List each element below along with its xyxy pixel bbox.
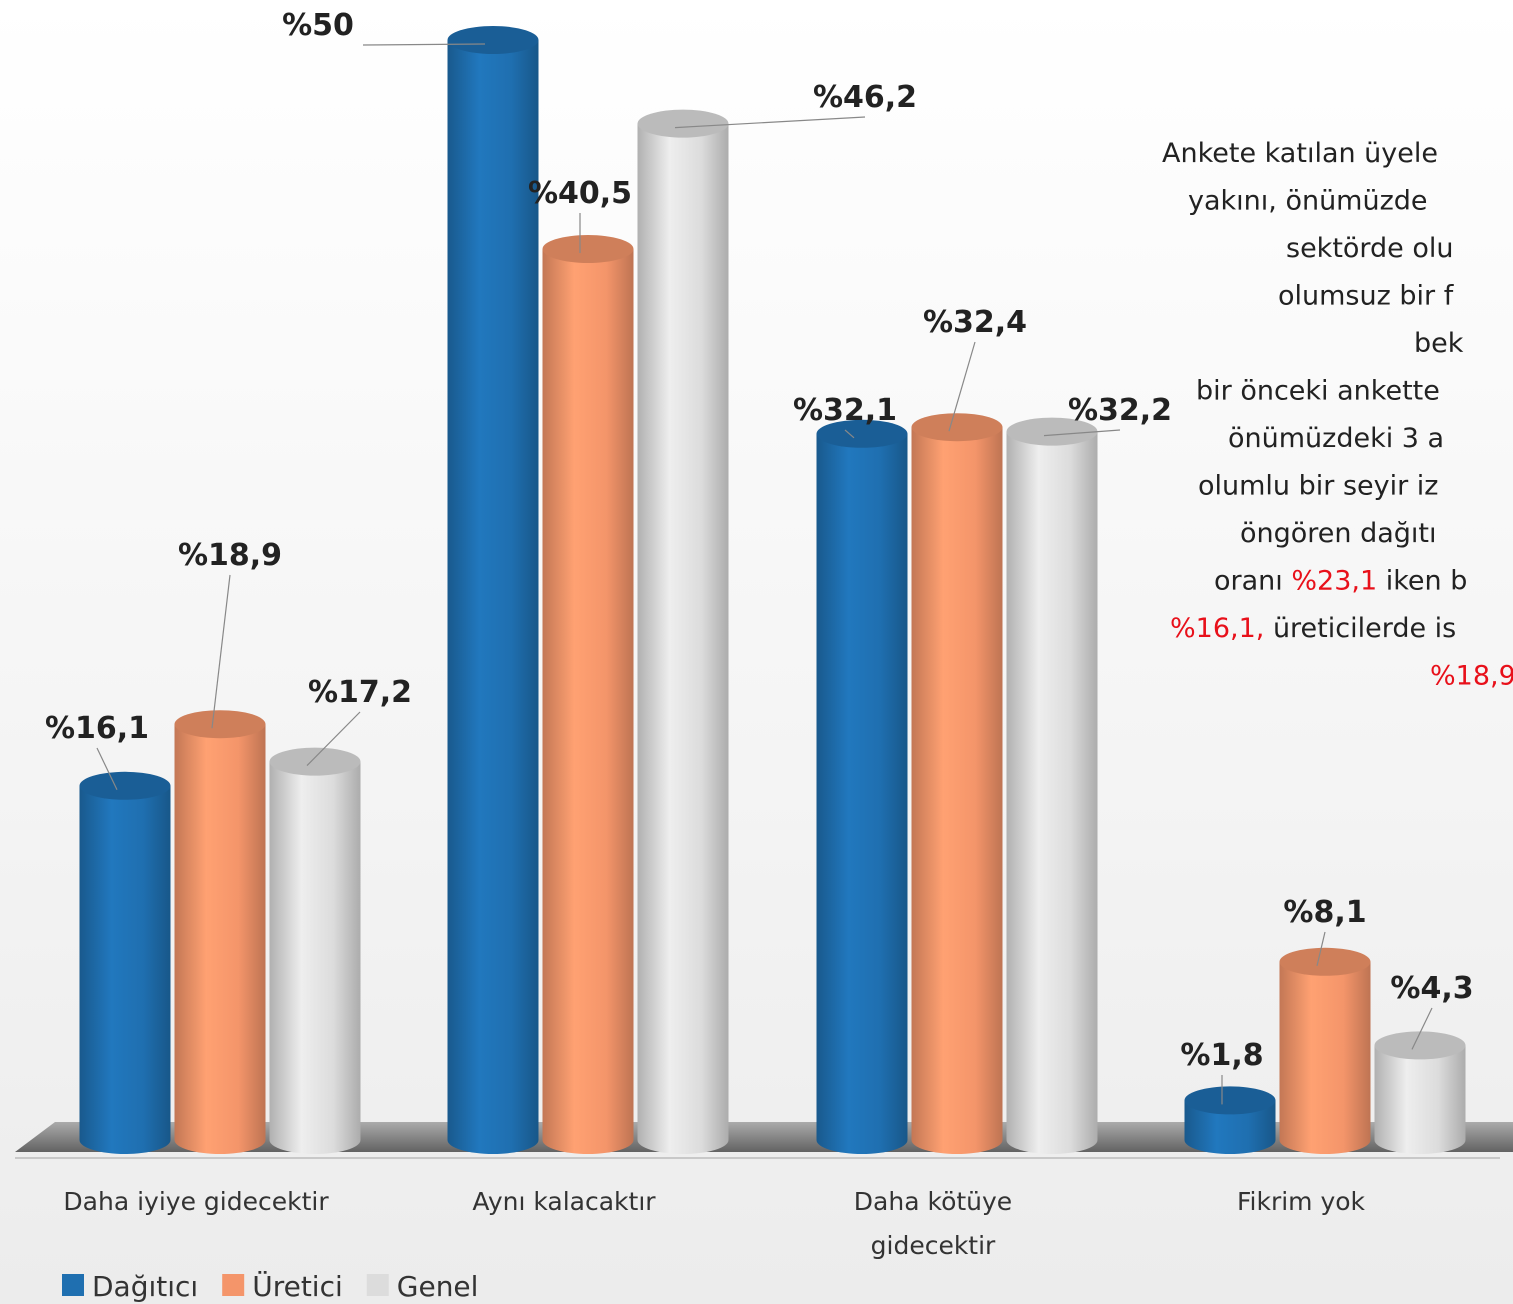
value-label: %32,2 (1068, 393, 1172, 428)
bar-top (79, 771, 171, 800)
x-tick-label: Fikrim yok (1236, 1187, 1366, 1216)
bar-body (1374, 1045, 1466, 1154)
bar-body (542, 249, 634, 1154)
annotation-text: oranı (1214, 566, 1291, 597)
value-label: %50 (282, 8, 354, 43)
value-label: %8,1 (1283, 895, 1366, 930)
leader-line (844, 429, 855, 439)
bar-top (1184, 1086, 1276, 1115)
bar-body (1006, 431, 1098, 1155)
annotation-text: Ankete katılan üyele (1162, 138, 1438, 169)
bar (1184, 1086, 1276, 1154)
annotation-line: oranı %23,1 iken b (1214, 566, 1467, 597)
legend-swatch (366, 1274, 389, 1296)
annotation-line: olumlu bir seyir iz (1198, 471, 1438, 502)
bar-top (1374, 1031, 1466, 1060)
bar-top (1006, 417, 1098, 446)
bar-top (637, 109, 729, 138)
bar (174, 710, 266, 1154)
bar-top (447, 26, 539, 54)
bar (269, 747, 361, 1154)
value-label: %32,4 (923, 305, 1027, 340)
annotation-text: üreticilerde is (1264, 613, 1456, 644)
annotation-text: önümüzdeki 3 a (1228, 423, 1444, 454)
bar-body (1184, 1100, 1276, 1154)
bar-top (816, 419, 908, 448)
value-label: %46,2 (813, 80, 917, 115)
annotation-text: olumlu bir seyir iz (1198, 471, 1438, 502)
annotation-text: iken b (1377, 566, 1467, 597)
bar-body (911, 427, 1003, 1154)
annotation-text: yakını, önümüzde (1188, 186, 1428, 217)
leader-line (948, 341, 976, 432)
value-label: %17,2 (308, 675, 412, 710)
leader-line (96, 747, 118, 791)
bar (637, 109, 729, 1155)
legend-label: Genel (397, 1270, 479, 1303)
annotation-line: sektörde olu (1286, 233, 1454, 264)
annotation-line: olumsuz bir f (1278, 281, 1455, 312)
leader-line (1316, 931, 1326, 966)
x-tick-label: Daha iyiye gidecektir (63, 1187, 329, 1216)
leader-line (1043, 429, 1121, 437)
floor (15, 1122, 1513, 1152)
bar (1279, 947, 1371, 1154)
bar (79, 771, 171, 1154)
bar (911, 413, 1003, 1154)
leader-line (211, 574, 231, 729)
bar (1374, 1031, 1466, 1154)
bar-body (637, 123, 729, 1155)
bar (1006, 417, 1098, 1155)
bar-top (174, 710, 266, 739)
bar-top (911, 413, 1003, 442)
legend-swatch (222, 1274, 245, 1296)
legend-swatch (62, 1274, 84, 1296)
bar-body (269, 761, 361, 1154)
bar-top (269, 747, 361, 776)
annotation-text: sektörde olu (1286, 233, 1454, 264)
annotation-line: yakını, önümüzde (1188, 186, 1428, 217)
annotation-line: %18,9 (1430, 661, 1513, 692)
annotation-line: öngören dağıtı (1240, 518, 1437, 549)
value-label: %1,8 (1180, 1038, 1263, 1073)
value-label: %16,1 (45, 711, 149, 746)
legend-label: Üretici (252, 1269, 343, 1303)
bar (447, 26, 539, 1154)
bar-body (816, 433, 908, 1154)
leader-line (674, 116, 866, 129)
bar-top (1279, 947, 1371, 976)
bar-body (447, 40, 539, 1154)
value-label: %18,9 (178, 538, 282, 573)
value-label: %40,5 (528, 176, 632, 211)
value-label: %32,1 (793, 393, 897, 428)
annotation-line: bek (1414, 328, 1464, 359)
leader-line (1411, 1007, 1433, 1050)
annotation-text: %23,1 (1291, 566, 1377, 597)
x-tick-label: Daha kötüye gidecektir (853, 1187, 1013, 1260)
annotation-text: %18,9 (1430, 661, 1513, 692)
leader-line (362, 43, 486, 46)
annotation-line: %16,1, üreticilerde is (1170, 613, 1456, 644)
annotation-text: öngören dağıtı (1240, 518, 1437, 549)
x-tick-label: Aynı kalacaktır (472, 1187, 656, 1216)
bar-body (174, 724, 266, 1154)
bar-body (1279, 961, 1371, 1154)
bar (542, 235, 634, 1154)
annotation-line: önümüzdeki 3 a (1228, 423, 1444, 454)
legend-label: Dağıtıcı (92, 1270, 198, 1303)
bar-body (79, 785, 171, 1154)
bar-top (542, 235, 634, 263)
annotation-text: bir önceki ankette (1196, 376, 1440, 407)
annotation-text: bek (1414, 328, 1464, 359)
bar (816, 419, 908, 1154)
leader-line (306, 711, 361, 767)
annotation-line: bir önceki ankette (1196, 376, 1440, 407)
annotation-line: Ankete katılan üyele (1162, 138, 1438, 169)
annotation-text: %16,1, (1170, 613, 1264, 644)
annotation-text: olumsuz bir f (1278, 281, 1455, 312)
value-label: %4,3 (1390, 971, 1473, 1006)
